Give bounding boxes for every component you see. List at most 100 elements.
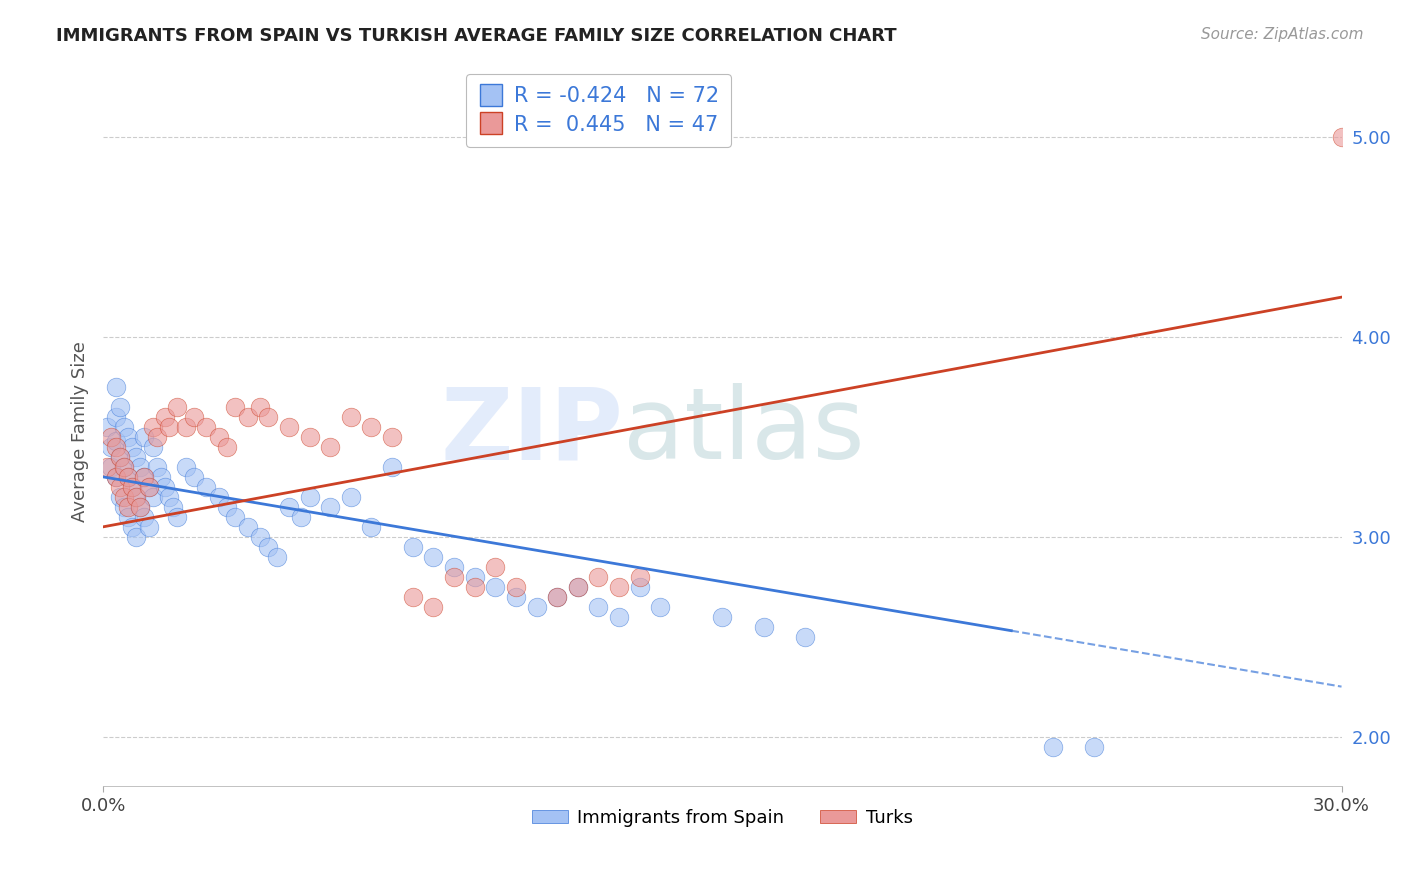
Point [1083,739,1105,754]
Point [464,580,486,594]
Point [174,459,197,474]
Point [628,570,651,584]
Point [588,570,610,584]
Point [208,430,231,444]
Point [319,500,342,514]
Point [422,599,444,614]
Point [121,480,143,494]
Point [157,420,180,434]
Point [257,540,280,554]
Point [628,580,651,594]
Text: Source: ZipAtlas.com: Source: ZipAtlas.com [1201,27,1364,42]
Point [215,500,238,514]
Point [183,470,205,484]
Point [484,559,506,574]
Point [752,620,775,634]
Point [142,440,165,454]
Point [588,599,610,614]
Point [108,480,131,494]
Point [104,440,127,454]
Point [546,590,568,604]
Point [108,450,131,464]
Point [340,490,363,504]
Point [112,420,135,434]
Point [249,400,271,414]
Point [162,500,184,514]
Point [183,409,205,424]
Point [112,459,135,474]
Point [146,459,169,474]
Point [117,470,139,484]
Point [195,480,218,494]
Point [104,470,127,484]
Point [526,599,548,614]
Point [1042,739,1064,754]
Point [360,520,382,534]
Point [257,409,280,424]
Point [96,420,118,434]
Point [153,409,176,424]
Point [96,459,118,474]
Point [607,609,630,624]
Point [174,420,197,434]
Point [104,434,127,448]
Point [117,470,139,484]
Point [142,490,165,504]
Point [484,580,506,594]
Point [138,480,160,494]
Point [104,380,127,394]
Point [298,490,321,504]
Point [134,509,156,524]
Point [125,490,148,504]
Point [108,400,131,414]
Legend: Immigrants from Spain, Turks: Immigrants from Spain, Turks [524,802,920,834]
Point [146,430,169,444]
Point [236,520,259,534]
Point [793,630,815,644]
Point [142,420,165,434]
Point [505,580,527,594]
Point [277,500,299,514]
Point [224,509,246,524]
Point [224,400,246,414]
Point [208,490,231,504]
Point [166,509,188,524]
Point [108,450,131,464]
Point [104,409,127,424]
Point [112,459,135,474]
Point [650,599,672,614]
Point [277,420,299,434]
Point [236,409,259,424]
Point [157,490,180,504]
Point [153,480,176,494]
Point [125,450,148,464]
Point [215,440,238,454]
Point [134,430,156,444]
Point [125,530,148,544]
Point [546,590,568,604]
Point [138,520,160,534]
Point [381,459,404,474]
Point [607,580,630,594]
Point [121,520,143,534]
Point [112,490,135,504]
Point [464,570,486,584]
Point [422,549,444,564]
Point [129,500,152,514]
Point [125,490,148,504]
Point [129,500,152,514]
Point [711,609,734,624]
Point [1330,130,1353,145]
Point [360,420,382,434]
Point [129,459,152,474]
Point [117,430,139,444]
Point [134,470,156,484]
Y-axis label: Average Family Size: Average Family Size [72,342,89,523]
Point [290,509,312,524]
Point [100,459,122,474]
Point [100,430,122,444]
Point [121,480,143,494]
Point [402,540,425,554]
Point [195,420,218,434]
Point [567,580,589,594]
